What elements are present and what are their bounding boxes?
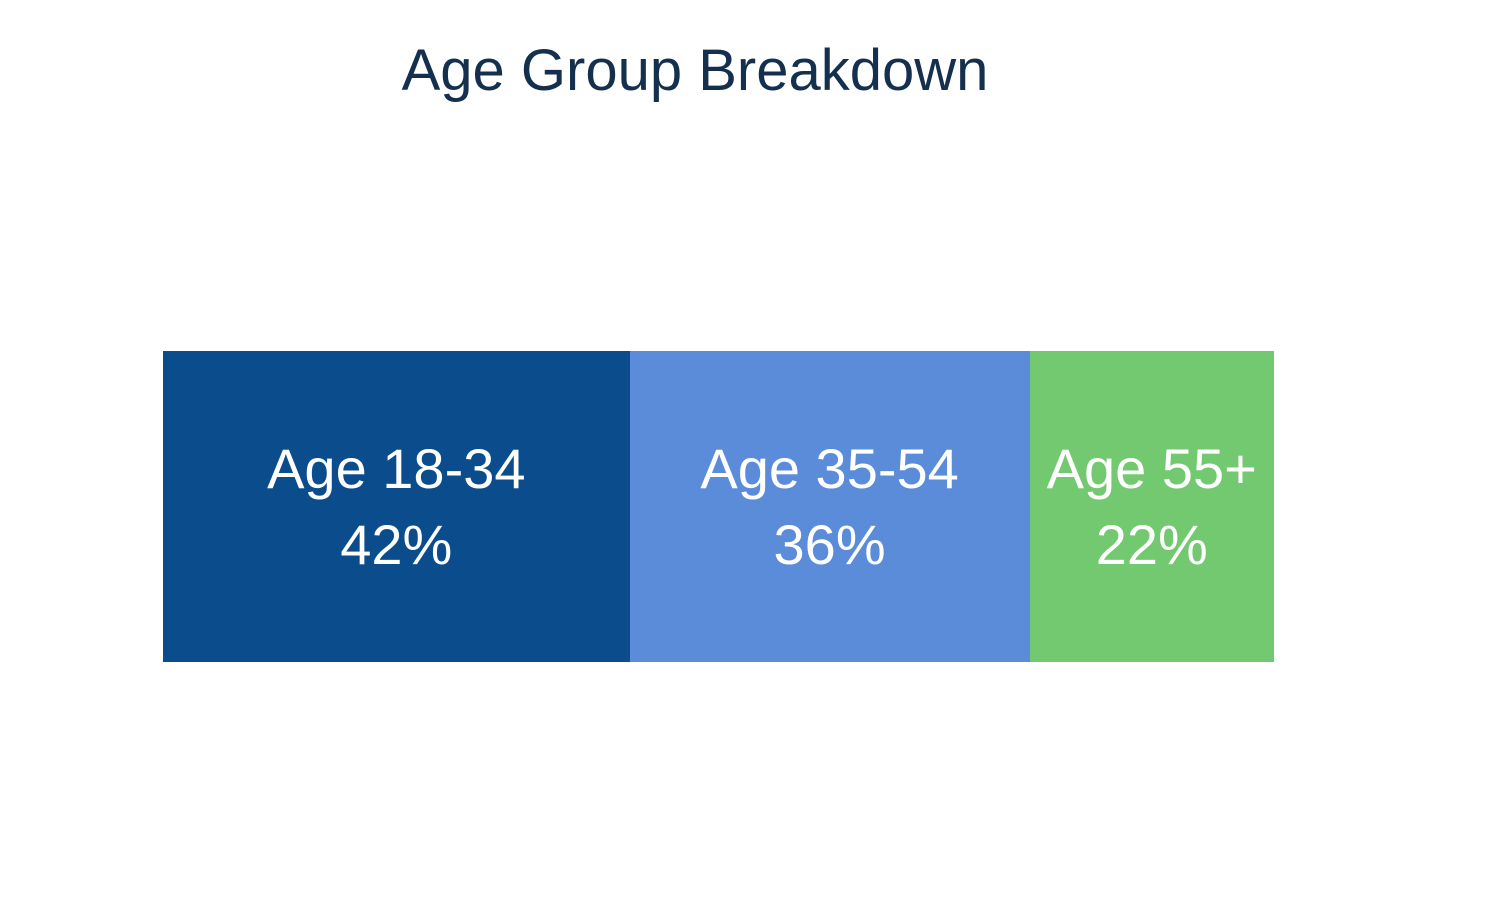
- segment-category-label: Age 18-34: [267, 436, 526, 500]
- segment-value-label: 42%: [340, 512, 453, 576]
- segment-category-label: Age 55+: [1046, 436, 1257, 500]
- segment-category-label: Age 35-54: [700, 436, 959, 500]
- segment-value-label: 22%: [1095, 512, 1208, 576]
- chart-title: Age Group Breakdown: [401, 38, 989, 103]
- bar-segment-age-35-54: Age 35-54 36%: [629, 351, 1030, 662]
- segment-value-label: 36%: [773, 512, 886, 576]
- bar-segment-age-55-plus: Age 55+ 22%: [1029, 351, 1274, 662]
- bar-segment-age-18-34: Age 18-34 42%: [163, 351, 630, 662]
- stacked-bar: Age 18-34 42% Age 35-54 36% Age 55+ 22%: [163, 351, 1274, 662]
